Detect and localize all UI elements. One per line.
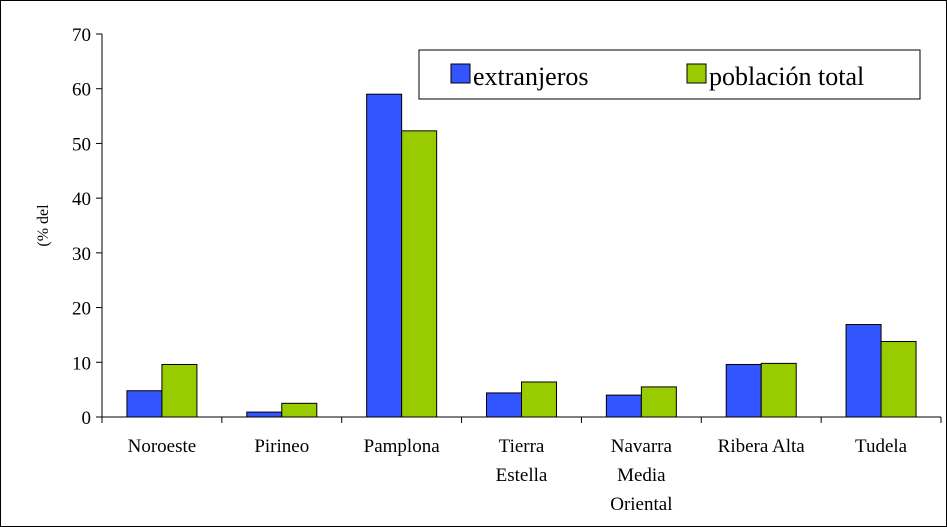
y-tick-label: 10 bbox=[72, 353, 91, 374]
y-tick-label: 70 bbox=[72, 25, 91, 46]
bar-población-total bbox=[640, 386, 677, 418]
legend-label: población total bbox=[709, 62, 864, 91]
y-axis-label: (% del bbox=[35, 204, 52, 247]
y-tick-label: 0 bbox=[82, 408, 92, 429]
category-label: Oriental bbox=[610, 494, 672, 515]
bar-población-total bbox=[760, 362, 797, 418]
category-label: Navarra bbox=[611, 436, 673, 457]
bar-población-total bbox=[161, 363, 198, 418]
category-label: Noroeste bbox=[128, 436, 197, 457]
bar-extranjeros bbox=[486, 392, 522, 418]
category-label: Pamplona bbox=[364, 436, 441, 457]
y-tick-label: 60 bbox=[72, 80, 91, 101]
legend-swatch bbox=[686, 63, 707, 84]
bar-extranjeros bbox=[605, 394, 642, 418]
category-labels: Noroeste Pirineo Pamplona Tierra Estella Nava… bbox=[128, 436, 908, 515]
bar-población-total bbox=[521, 381, 557, 418]
y-tick-label: 40 bbox=[72, 189, 91, 210]
category-label: Ribera Alta bbox=[718, 436, 806, 457]
axes: 0 10 20 30 40 50 60 70 (% del bbox=[35, 25, 942, 429]
bar-extranjeros bbox=[725, 363, 762, 418]
y-tick-label: 50 bbox=[72, 134, 91, 155]
y-tick-label: 20 bbox=[72, 299, 91, 320]
bar-extranjeros bbox=[126, 390, 163, 418]
y-tick-label: 30 bbox=[72, 244, 91, 265]
legend-swatch bbox=[450, 63, 471, 84]
legend: extranjeros población total bbox=[418, 49, 921, 100]
bar-extranjeros bbox=[366, 93, 403, 418]
bar-extranjeros bbox=[246, 411, 283, 418]
legend-label: extranjeros bbox=[473, 62, 589, 91]
category-label: Tudela bbox=[855, 436, 908, 457]
category-label: Media bbox=[617, 465, 666, 486]
bar-extranjeros bbox=[845, 324, 882, 418]
bar-población-total bbox=[281, 402, 318, 418]
bars bbox=[126, 93, 917, 418]
category-label: Tierra bbox=[499, 436, 545, 457]
category-label: Estella bbox=[496, 465, 548, 486]
legend-box bbox=[418, 49, 921, 100]
category-label: Pirineo bbox=[254, 436, 309, 457]
bar-población-total bbox=[880, 340, 917, 418]
bar-población-total bbox=[401, 130, 438, 418]
